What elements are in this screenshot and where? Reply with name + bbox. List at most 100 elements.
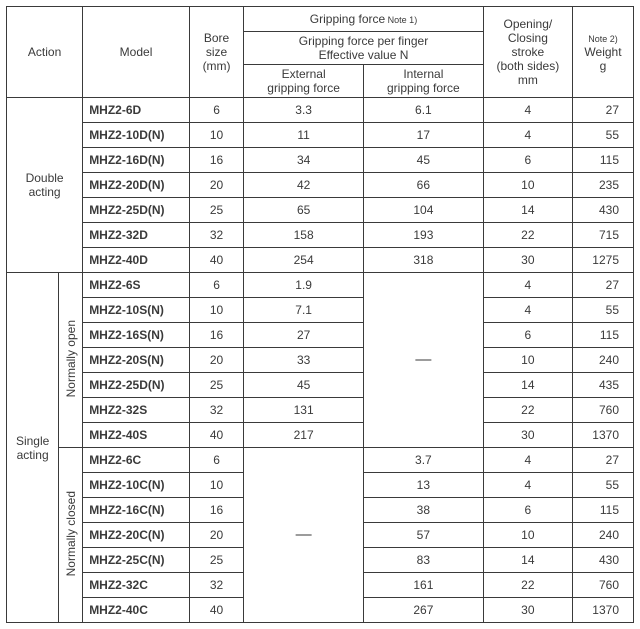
cell-stroke: 22	[483, 573, 572, 598]
cell-int: 38	[363, 498, 483, 523]
cell-weight: 55	[572, 123, 633, 148]
cell-bore: 32	[189, 223, 243, 248]
cell-ext: 254	[244, 248, 364, 273]
cell-weight: 715	[572, 223, 633, 248]
cell-weight: 27	[572, 98, 633, 123]
cell-ext: 45	[244, 373, 364, 398]
hdr-gripforce-txt: Gripping force	[310, 12, 385, 26]
cell-weight: 235	[572, 173, 633, 198]
cell-weight: 430	[572, 548, 633, 573]
cell-bore: 16	[189, 498, 243, 523]
cell-stroke: 4	[483, 473, 572, 498]
cell-weight: 240	[572, 348, 633, 373]
cell-bore: 20	[189, 173, 243, 198]
hdr-weight-l2: g	[600, 59, 607, 73]
hdr-gripforce-note: Note 1)	[385, 15, 417, 25]
hdr-int-l2: gripping force	[387, 81, 460, 95]
hdr-weight-l1: Weight	[584, 45, 621, 59]
cell-int: 83	[363, 548, 483, 573]
hdr-action: Action	[7, 7, 83, 98]
cell-weight: 55	[572, 473, 633, 498]
hdr-perfinger-l2: Effective value N	[319, 48, 409, 62]
cell-stroke: 4	[483, 448, 572, 473]
table-row: MHZ2-16S(N) 16 27 6 115	[7, 323, 634, 348]
hdr-bore-l1: Bore	[204, 31, 229, 45]
table-row: Single acting Normally open MHZ2-6S 6 1.…	[7, 273, 634, 298]
hdr-stroke: Opening/ Closing stroke (both sides) mm	[483, 7, 572, 98]
cell-int: 66	[363, 173, 483, 198]
cell-ext: 11	[244, 123, 364, 148]
cell-int: 3.7	[363, 448, 483, 473]
cell-bore: 10	[189, 473, 243, 498]
cell-model: MHZ2-10D(N)	[83, 123, 190, 148]
cell-stroke: 4	[483, 123, 572, 148]
hdr-perfinger: Gripping force per finger Effective valu…	[244, 32, 483, 65]
cell-int: 267	[363, 598, 483, 623]
table-row: MHZ2-25D(N) 25 65 104 14 430	[7, 198, 634, 223]
cell-model: MHZ2-10S(N)	[83, 298, 190, 323]
cell-bore: 40	[189, 248, 243, 273]
hdr-gripforce: Gripping force Note 1)	[244, 7, 483, 32]
cell-bore: 20	[189, 348, 243, 373]
cell-bore: 40	[189, 423, 243, 448]
cell-model: MHZ2-25D(N)	[83, 373, 190, 398]
cell-weight: 240	[572, 523, 633, 548]
cell-stroke: 10	[483, 348, 572, 373]
cell-stroke: 6	[483, 148, 572, 173]
cell-int: 13	[363, 473, 483, 498]
cell-int: 193	[363, 223, 483, 248]
cell-stroke: 10	[483, 173, 572, 198]
table-row: MHZ2-32S 32 131 22 760	[7, 398, 634, 423]
cell-model: MHZ2-6S	[83, 273, 190, 298]
hdr-stroke-l4: (both sides)	[497, 59, 560, 73]
cell-model: MHZ2-40C	[83, 598, 190, 623]
cell-bore: 32	[189, 573, 243, 598]
table-row: MHZ2-10S(N) 10 7.1 4 55	[7, 298, 634, 323]
group-normopen: Normally open	[59, 273, 83, 448]
cell-bore: 6	[189, 273, 243, 298]
cell-model: MHZ2-32C	[83, 573, 190, 598]
cell-bore: 6	[189, 98, 243, 123]
table-row: MHZ2-10D(N) 10 11 17 4 55	[7, 123, 634, 148]
hdr-perfinger-l1: Gripping force per finger	[299, 34, 428, 48]
hdr-int: Internal gripping force	[363, 65, 483, 98]
hdr-stroke-l5: mm	[518, 73, 538, 87]
cell-weight: 115	[572, 323, 633, 348]
cell-int-dash: —	[363, 273, 483, 448]
cell-weight: 435	[572, 373, 633, 398]
hdr-bore-l3: (mm)	[203, 59, 231, 73]
cell-int: 6.1	[363, 98, 483, 123]
cell-bore: 16	[189, 323, 243, 348]
cell-weight: 1275	[572, 248, 633, 273]
hdr-stroke-l1: Opening/	[504, 17, 553, 31]
hdr-int-l1: Internal	[403, 67, 443, 81]
hdr-stroke-l3: stroke	[512, 45, 545, 59]
cell-bore: 25	[189, 548, 243, 573]
cell-ext: 3.3	[244, 98, 364, 123]
cell-bore: 25	[189, 198, 243, 223]
cell-stroke: 14	[483, 548, 572, 573]
table-row: Double acting MHZ2-6D 6 3.3 6.1 4 27	[7, 98, 634, 123]
cell-model: MHZ2-16C(N)	[83, 498, 190, 523]
cell-weight: 1370	[572, 598, 633, 623]
cell-stroke: 4	[483, 98, 572, 123]
table-row: Normally closed MHZ2-6C 6 — 3.7 4 27	[7, 448, 634, 473]
cell-stroke: 30	[483, 248, 572, 273]
cell-stroke: 4	[483, 298, 572, 323]
cell-weight: 115	[572, 498, 633, 523]
cell-ext: 27	[244, 323, 364, 348]
cell-stroke: 30	[483, 423, 572, 448]
cell-stroke: 22	[483, 398, 572, 423]
cell-model: MHZ2-20D(N)	[83, 173, 190, 198]
cell-stroke: 22	[483, 223, 572, 248]
hdr-weight: Note 2) Weight g	[572, 7, 633, 98]
cell-ext: 217	[244, 423, 364, 448]
cell-stroke: 6	[483, 323, 572, 348]
cell-model: MHZ2-6D	[83, 98, 190, 123]
cell-bore: 40	[189, 598, 243, 623]
table-row: MHZ2-20S(N) 20 33 10 240	[7, 348, 634, 373]
cell-int: 318	[363, 248, 483, 273]
cell-stroke: 14	[483, 198, 572, 223]
cell-ext: 131	[244, 398, 364, 423]
cell-stroke: 14	[483, 373, 572, 398]
